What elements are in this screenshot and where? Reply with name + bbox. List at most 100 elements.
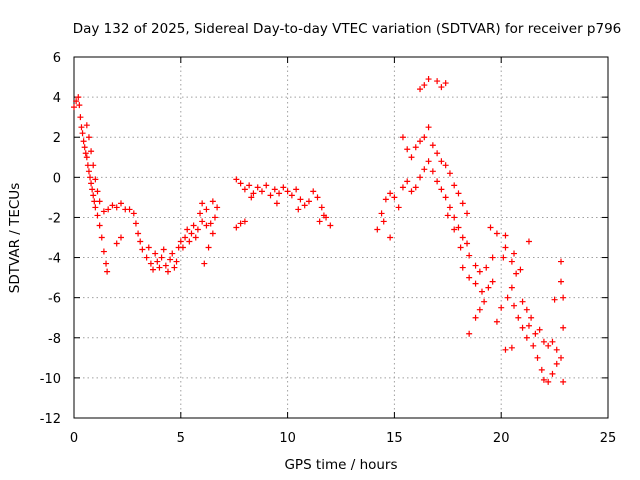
data-point: [429, 142, 436, 149]
y-tick-label: 4: [53, 91, 61, 106]
data-point: [502, 346, 509, 353]
data-point: [438, 186, 445, 193]
data-point: [197, 210, 204, 217]
data-point: [560, 294, 567, 301]
data-point: [90, 192, 97, 199]
data-point: [179, 244, 186, 251]
data-point: [186, 238, 193, 245]
data-point: [84, 162, 91, 169]
data-point: [493, 230, 500, 237]
data-point: [455, 224, 462, 231]
data-point: [451, 226, 458, 233]
data-point: [258, 188, 265, 195]
x-tick-label: 15: [386, 431, 403, 446]
data-point: [478, 288, 485, 295]
data-point: [421, 166, 428, 173]
grid-lines: [74, 57, 608, 418]
data-point: [466, 252, 473, 259]
data-point: [442, 162, 449, 169]
data-point: [487, 224, 494, 231]
data-point: [147, 260, 154, 267]
data-point: [158, 254, 165, 261]
data-point: [276, 190, 283, 197]
data-point: [126, 206, 133, 213]
data-point: [558, 354, 565, 361]
data-point: [412, 144, 419, 151]
data-point: [314, 194, 321, 201]
x-tick-label: 20: [493, 431, 510, 446]
data-point: [113, 240, 120, 247]
data-point: [214, 204, 221, 211]
data-point: [94, 212, 101, 219]
data-point: [538, 366, 545, 373]
data-point: [173, 258, 180, 265]
data-point: [75, 94, 82, 101]
data-point: [382, 196, 389, 203]
data-point: [399, 184, 406, 191]
data-point: [395, 204, 402, 211]
x-axis-label: GPS time / hours: [284, 457, 397, 473]
data-point: [508, 344, 515, 351]
data-point: [293, 186, 300, 193]
data-point: [320, 212, 327, 219]
data-point: [248, 194, 255, 201]
data-point: [421, 82, 428, 89]
data-point: [104, 268, 111, 275]
data-point: [164, 268, 171, 275]
data-point: [130, 210, 137, 217]
data-point: [92, 176, 99, 183]
data-point: [523, 306, 530, 313]
data-point: [455, 190, 462, 197]
data-point: [464, 240, 471, 247]
data-point: [519, 298, 526, 305]
data-point: [534, 354, 541, 361]
data-point: [89, 186, 96, 193]
data-point: [305, 198, 312, 205]
data-point: [446, 204, 453, 211]
data-point: [466, 274, 473, 281]
data-point: [310, 188, 317, 195]
data-point: [78, 124, 85, 131]
data-point: [233, 224, 240, 231]
data-point: [466, 330, 473, 337]
data-point: [451, 182, 458, 189]
data-point: [150, 266, 157, 273]
data-point: [162, 262, 169, 269]
data-point: [472, 314, 479, 321]
data-point: [105, 206, 112, 213]
data-point: [553, 346, 560, 353]
data-point: [404, 146, 411, 153]
data-point: [481, 298, 488, 305]
data-point: [429, 168, 436, 175]
data-point: [391, 194, 398, 201]
data-point: [519, 324, 526, 331]
data-point: [438, 158, 445, 165]
data-point: [301, 202, 308, 209]
data-point: [459, 200, 466, 207]
data-point: [549, 370, 556, 377]
data-point: [73, 98, 80, 105]
y-tick-label: 2: [53, 131, 61, 146]
data-point: [288, 192, 295, 199]
data-point: [421, 134, 428, 141]
data-point: [442, 80, 449, 87]
data-point: [504, 294, 511, 301]
y-tick-label: 6: [53, 51, 61, 66]
data-point: [177, 238, 184, 245]
data-point: [263, 182, 270, 189]
data-point: [199, 218, 206, 225]
data-point: [135, 230, 142, 237]
data-point: [498, 304, 505, 311]
data-point: [139, 246, 146, 253]
data-point: [280, 184, 287, 191]
data-point: [237, 180, 244, 187]
data-point: [184, 226, 191, 233]
data-point: [76, 102, 83, 109]
data-point: [90, 162, 97, 169]
data-point: [525, 322, 532, 329]
data-point: [464, 210, 471, 217]
data-point: [434, 78, 441, 85]
data-point: [88, 180, 95, 187]
data-point: [117, 234, 124, 241]
